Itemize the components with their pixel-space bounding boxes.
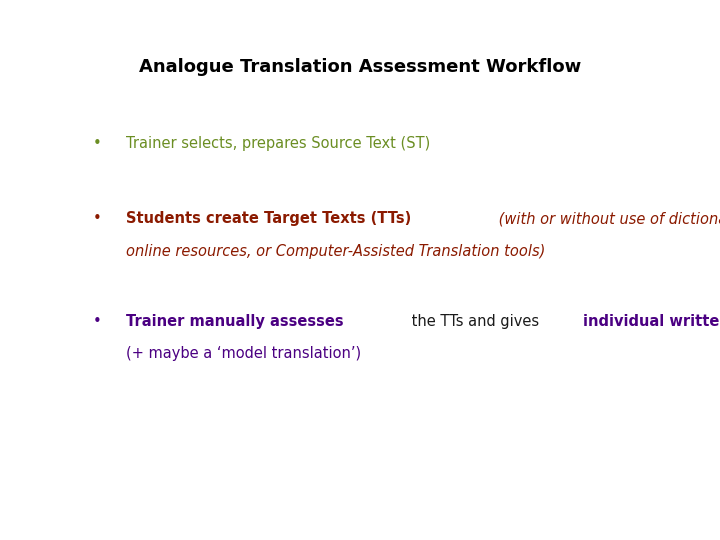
Text: individual written feedback: individual written feedback — [583, 314, 720, 329]
Text: (+ maybe a ‘model translation’): (+ maybe a ‘model translation’) — [126, 346, 361, 361]
Text: Students create Target Texts (TTs): Students create Target Texts (TTs) — [126, 211, 411, 226]
Text: online resources, or Computer-Assisted Translation tools): online resources, or Computer-Assisted T… — [126, 244, 545, 259]
Text: •: • — [93, 136, 102, 151]
Text: (with or without use of dictionaries,: (with or without use of dictionaries, — [494, 211, 720, 226]
Text: •: • — [93, 211, 102, 226]
Text: the TTs and gives: the TTs and gives — [407, 314, 544, 329]
Text: •: • — [93, 314, 102, 329]
Text: Analogue Translation Assessment Workflow: Analogue Translation Assessment Workflow — [139, 58, 581, 77]
Text: Trainer selects, prepares Source Text (ST): Trainer selects, prepares Source Text (S… — [126, 136, 431, 151]
Text: Trainer manually assesses: Trainer manually assesses — [126, 314, 343, 329]
